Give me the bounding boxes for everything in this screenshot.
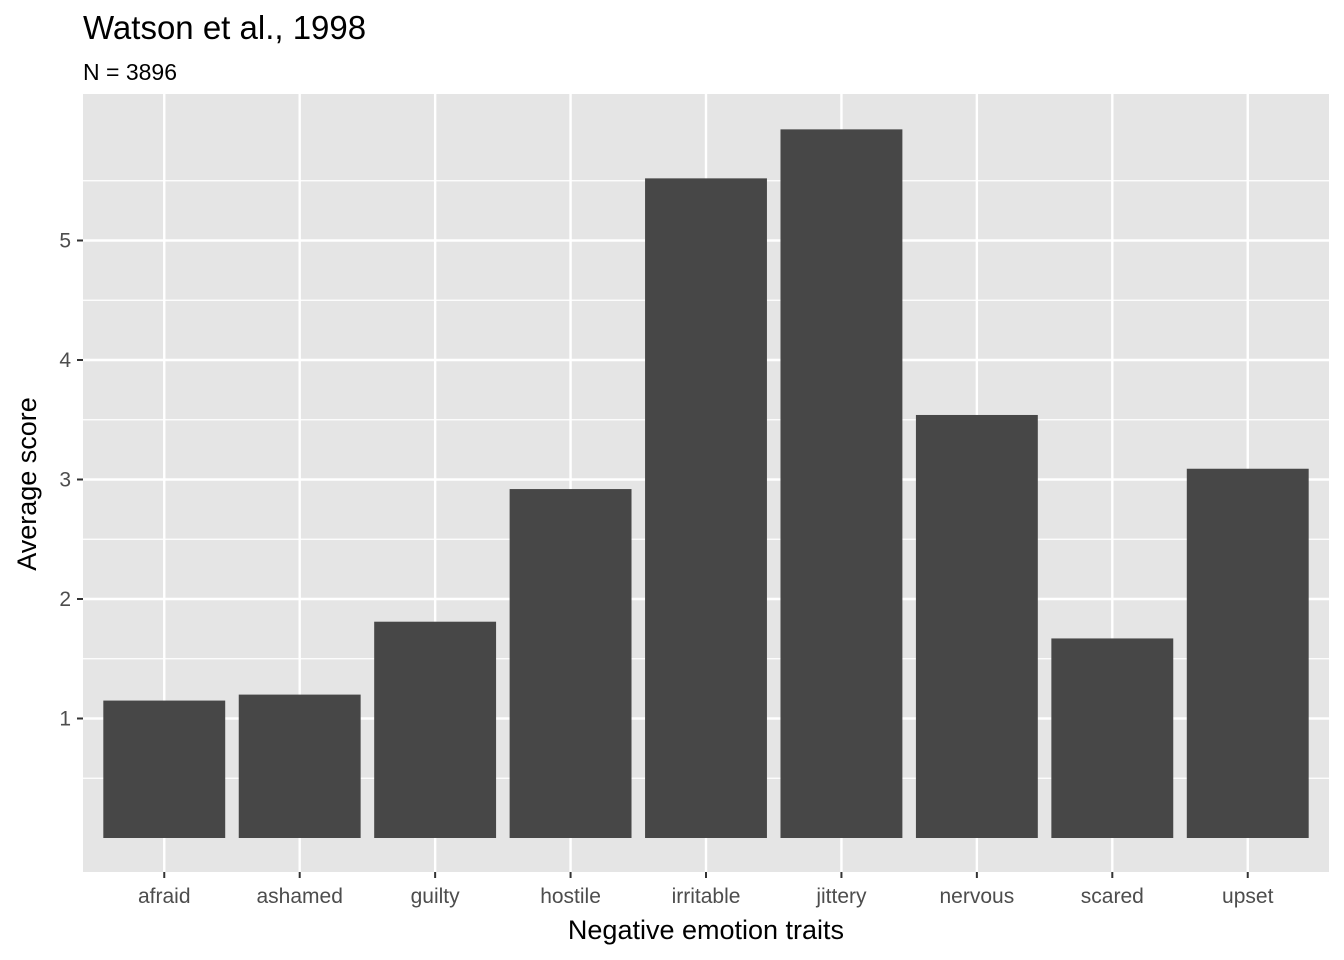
x-tick-label: ashamed xyxy=(257,885,343,908)
bar-ashamed xyxy=(238,694,361,838)
y-tick-label: 4 xyxy=(59,349,71,372)
bar-upset xyxy=(1186,468,1309,838)
bars xyxy=(103,129,1309,839)
bar-nervous xyxy=(915,414,1038,838)
bar-jittery xyxy=(780,129,903,839)
bar-guilty xyxy=(374,621,497,838)
y-axis-title: Average score xyxy=(12,397,42,571)
bar-irritable xyxy=(645,178,767,839)
bar-afraid xyxy=(103,700,226,838)
x-tick-label: afraid xyxy=(138,885,191,908)
x-tick-label: upset xyxy=(1222,885,1274,908)
x-axis: afraid ashamed guilty hostile irritable jitte… xyxy=(138,872,1274,908)
x-tick-label: hostile xyxy=(540,885,601,908)
y-tick-label: 5 xyxy=(59,230,71,253)
x-tick-label: irritable xyxy=(672,885,741,908)
x-tick-label: guilty xyxy=(411,885,461,908)
x-tick-label: nervous xyxy=(940,885,1015,908)
bar-hostile xyxy=(509,489,632,838)
chart-title: Watson et al., 1998 xyxy=(83,9,366,46)
x-axis-title: Negative emotion traits xyxy=(568,915,844,945)
y-tick-label: 2 xyxy=(59,588,71,611)
x-tick-label: jittery xyxy=(815,885,867,908)
y-axis: 1 2 3 4 5 xyxy=(59,230,83,731)
y-tick-label: 3 xyxy=(59,469,71,492)
y-tick-label: 1 xyxy=(59,708,71,731)
bar-scared xyxy=(1051,638,1174,838)
x-tick-label: scared xyxy=(1081,885,1144,908)
chart-subtitle: N = 3896 xyxy=(83,59,177,85)
